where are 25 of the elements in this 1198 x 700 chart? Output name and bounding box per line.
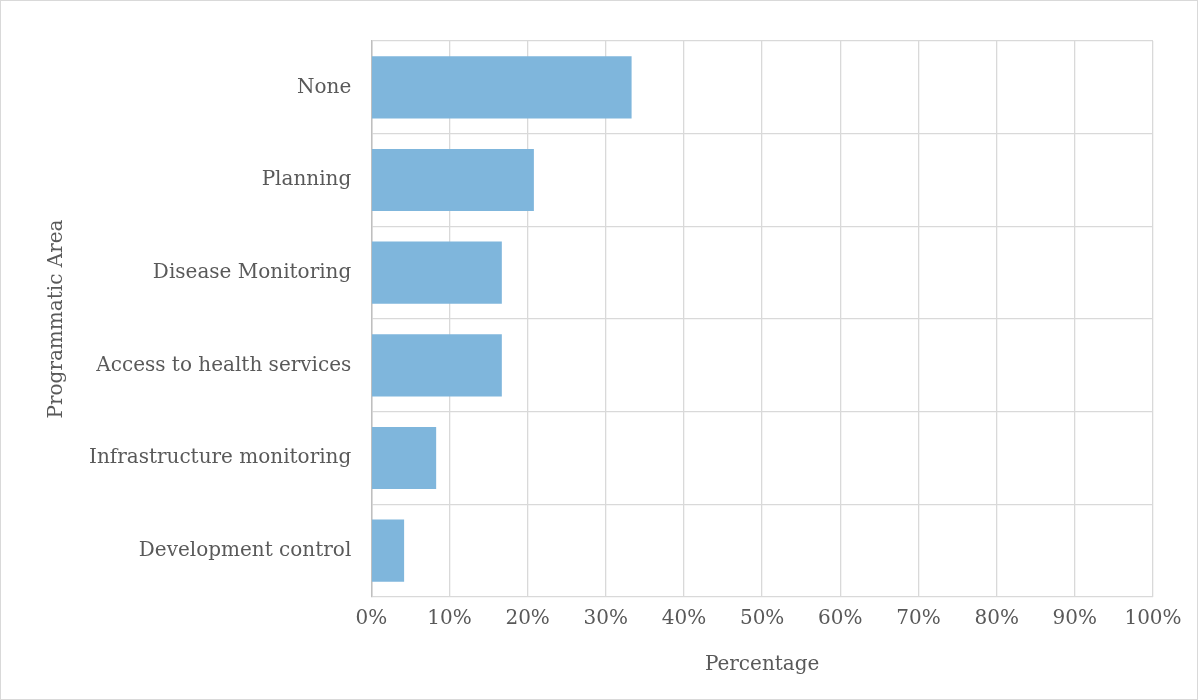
x-tick-label: 0%: [355, 605, 388, 630]
y-tick-label: None: [297, 73, 352, 98]
x-tick-label: 10%: [427, 605, 472, 630]
x-tick-label: 50%: [739, 605, 785, 630]
y-tick-label: Infrastructure monitoring: [88, 444, 352, 469]
bar: [371, 148, 534, 212]
x-tick-label: 40%: [661, 605, 707, 630]
bar: [371, 334, 502, 397]
bar: [371, 241, 502, 304]
bar: [371, 56, 632, 119]
x-axis-title: Percentage: [704, 651, 820, 676]
x-tick-label: 90%: [1052, 605, 1098, 630]
y-tick-label: Planning: [261, 166, 352, 191]
y-tick-label: Access to health services: [95, 351, 352, 376]
y-tick-label: Development control: [138, 536, 352, 561]
x-tick-label: 60%: [818, 605, 863, 630]
x-tick-label: 80%: [974, 605, 1019, 630]
x-tick-label: 100%: [1124, 605, 1182, 630]
x-tick-label: 20%: [505, 605, 550, 630]
y-tick-label: Disease Monitoring: [152, 258, 352, 283]
x-tick-label: 30%: [583, 605, 629, 630]
bar: [371, 519, 405, 582]
bar: [371, 426, 437, 490]
y-axis-title: Programmatic Area: [43, 219, 68, 419]
x-tick-label: 70%: [896, 605, 941, 630]
